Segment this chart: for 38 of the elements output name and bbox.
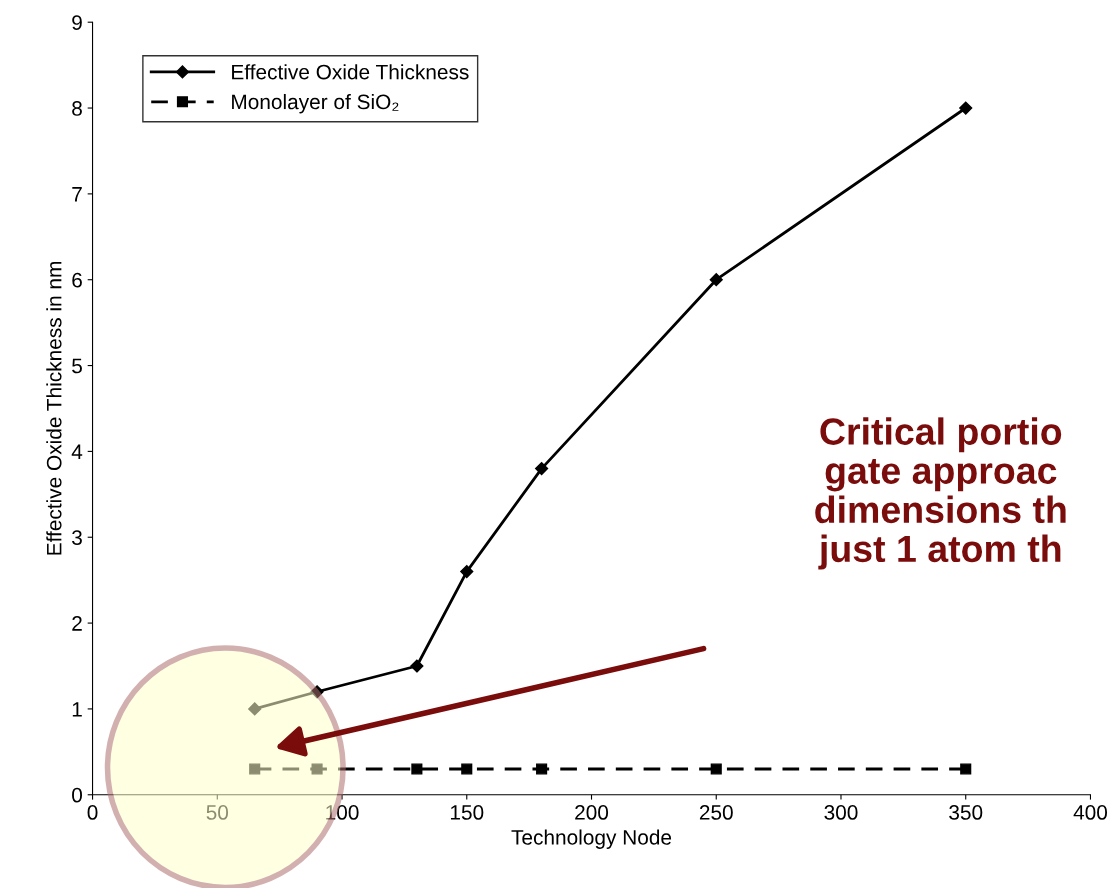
legend-label: Monolayer of SiO₂	[232, 93, 399, 114]
point	[709, 273, 723, 287]
point	[248, 702, 262, 716]
point	[710, 763, 722, 775]
y-tick-label: 1	[72, 702, 82, 717]
x-tick-label: 0	[87, 805, 98, 820]
point	[411, 763, 423, 775]
x-tick-label: 50	[206, 805, 229, 820]
point	[960, 763, 972, 775]
y-tick-label: 5	[72, 358, 82, 374]
point	[535, 461, 549, 476]
y-tick-label: 2	[72, 616, 82, 631]
y-axis-title: Effective Oxide Thickness in nm	[46, 262, 62, 555]
x-axis-title: Technology Node	[511, 829, 672, 849]
point	[410, 659, 424, 673]
point	[460, 564, 474, 579]
x-tick-label: 300	[824, 805, 858, 820]
point	[536, 763, 548, 775]
y-tick-label: 6	[72, 272, 82, 288]
y-tick-label: 7	[72, 187, 82, 202]
y-tick-label: 4	[71, 444, 83, 459]
point	[311, 763, 323, 775]
x-tick-label: 400	[1073, 805, 1108, 820]
y-tick-label: 9	[72, 15, 82, 30]
point	[959, 101, 973, 115]
annotation: Critical portio gate approac dimensions th just 1 atom th	[815, 417, 1066, 570]
y-tick-label: 8	[72, 101, 82, 116]
x-tick-label: 250	[699, 805, 733, 820]
point	[461, 763, 473, 775]
legend-label: Effective Oxide Thickness	[232, 64, 469, 80]
x-tick-label: 350	[949, 805, 983, 820]
y-tick-label: 0	[72, 787, 83, 803]
point	[249, 763, 261, 775]
point	[310, 685, 324, 699]
x-tick-label: 200	[575, 805, 609, 820]
x-tick-label: 100	[326, 805, 359, 820]
y-tick-label: 3	[72, 530, 82, 545]
x-tick-label: 150	[450, 805, 484, 820]
